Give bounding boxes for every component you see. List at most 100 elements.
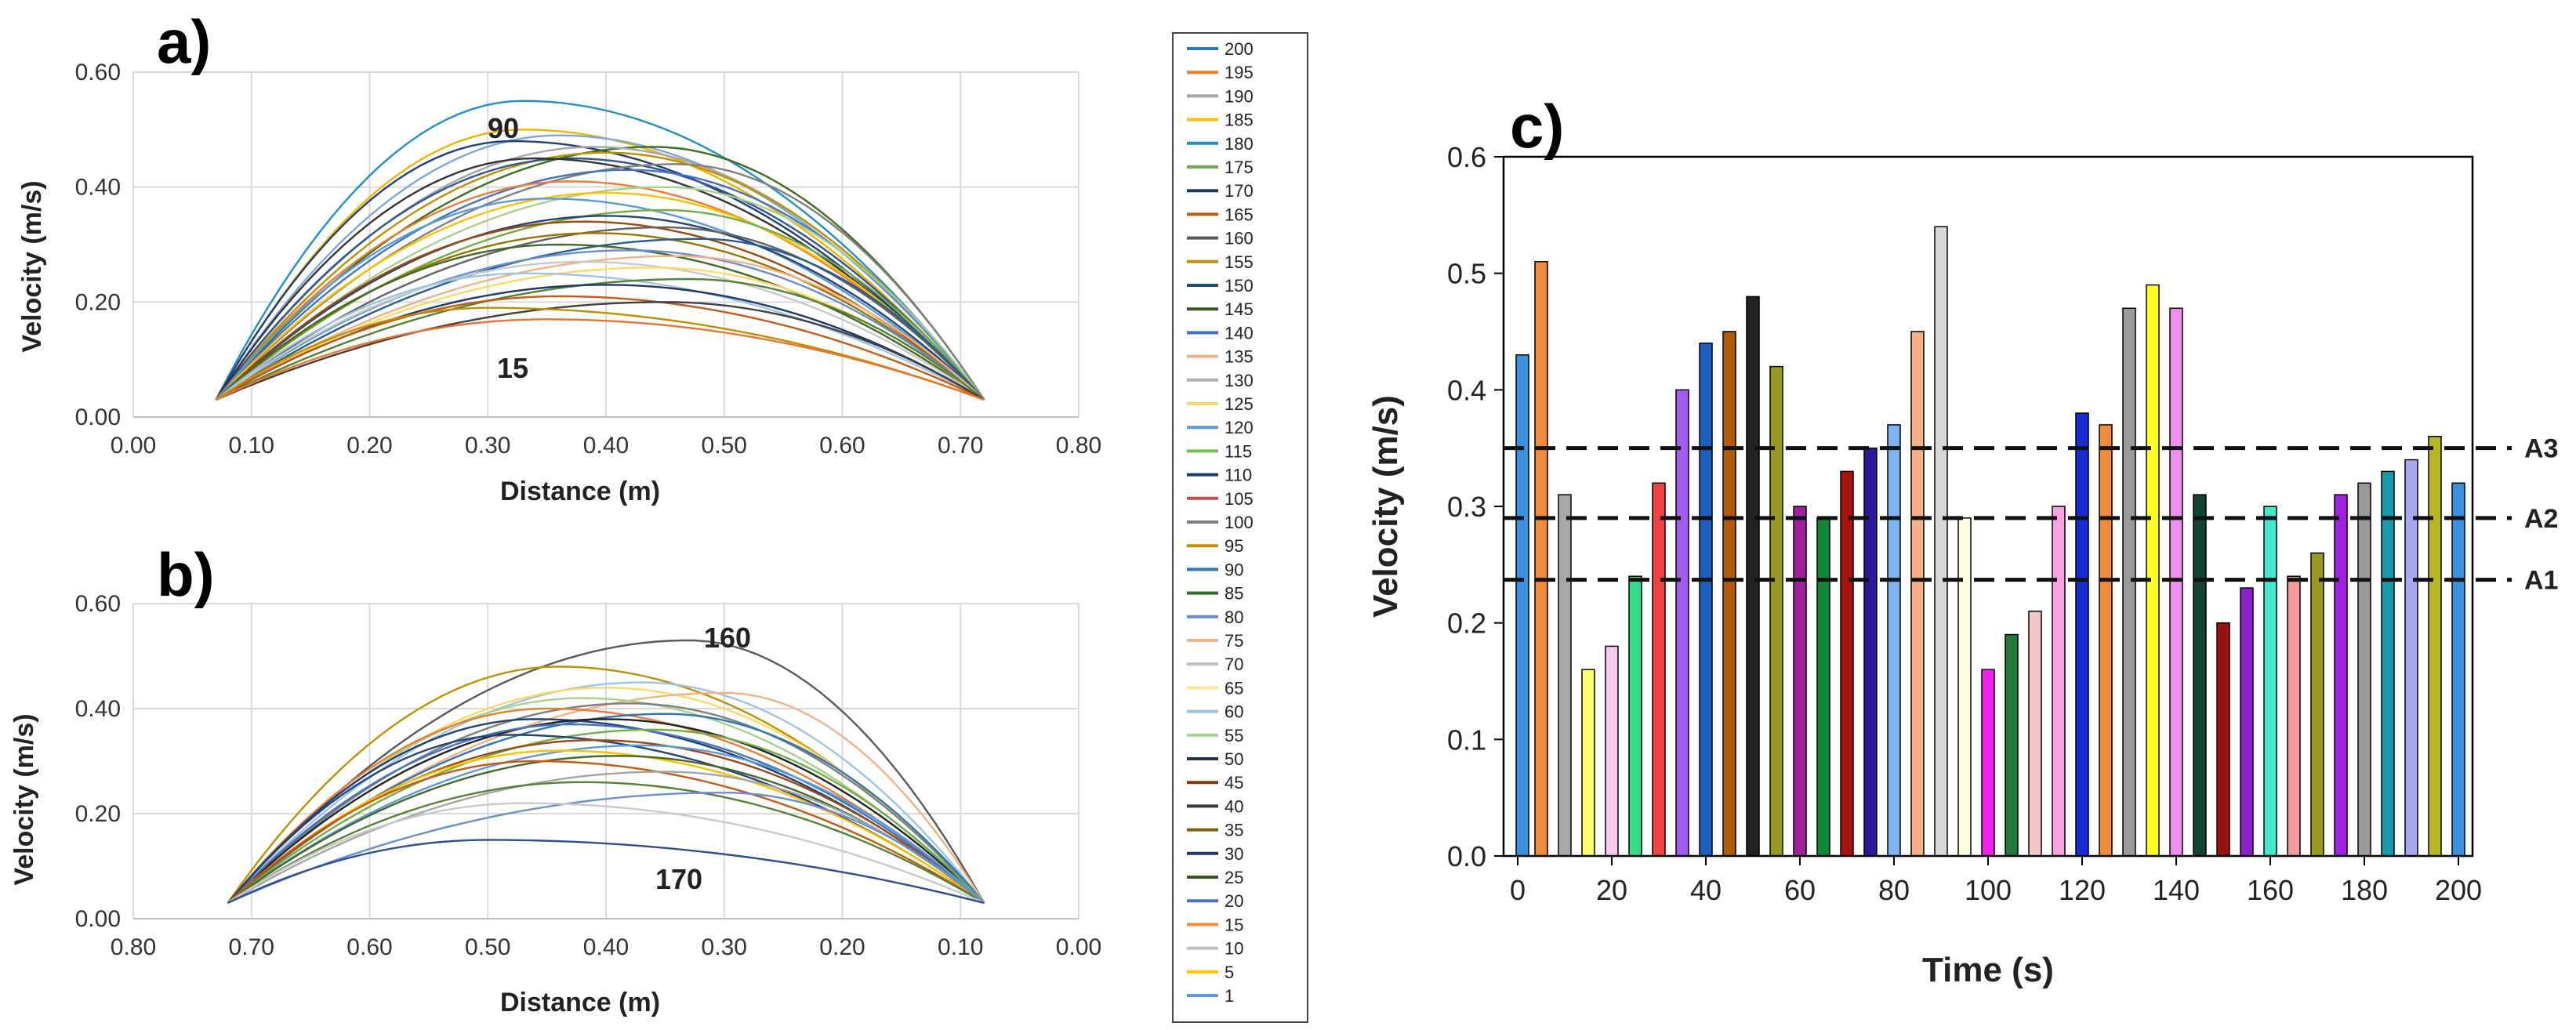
legend-label-170: 170: [1225, 181, 1254, 201]
panel-c-bars: [1515, 226, 2465, 857]
legend-label-1: 1: [1225, 986, 1234, 1006]
panel-a-x-tick-label: 0.70: [938, 433, 983, 459]
panel-a-series-line-140: [215, 277, 985, 401]
legend-label-150: 150: [1225, 276, 1254, 296]
panel-b-x-axis-title: Distance (m): [500, 988, 660, 1017]
panel-c-bar-20: [1605, 645, 1619, 857]
panel-c-bar-195: [2428, 436, 2442, 857]
legend-label-85: 85: [1225, 584, 1243, 604]
legend-label-95: 95: [1225, 536, 1243, 556]
panel-b-series-line-100: [227, 771, 985, 904]
legend-label-175: 175: [1225, 158, 1254, 177]
panel-a-x-tick-label: 0.10: [229, 433, 274, 459]
panel-b-series-line-120: [227, 744, 985, 904]
panel-c-x-tick-label: 100: [1965, 874, 2012, 906]
panel-c-bar-135: [2146, 284, 2160, 857]
panel-b-gridlines: [132, 603, 1079, 919]
panel-a-series-line-150: [215, 295, 985, 401]
panel-b-series-line-135: [227, 728, 985, 904]
legend-label-30: 30: [1225, 844, 1243, 864]
panel-a-y-tick-label: 0.00: [75, 404, 121, 430]
panel-a-x-tick-label: 0.50: [702, 433, 747, 459]
legend-label-100: 100: [1225, 513, 1254, 532]
panel-c-bar-65: [1816, 517, 1830, 857]
panel-c-bar-200: [2451, 482, 2465, 857]
panel-c-ref-label-A3: A3: [2524, 434, 2558, 464]
panel-c-bar-185: [2381, 470, 2395, 857]
panel-a-series-line-155: [216, 301, 985, 401]
panel-b-x-tick-label: 0.00: [1056, 934, 1101, 960]
panel-a-series-line-110: [215, 243, 985, 401]
panel-a-line-chart: 0.00 0.10 0.20 0.30 0.40 0.50 0.60 0.70 0.80 0.0…: [17, 7, 1101, 506]
panel-c-y-tick-label: 0.3: [1447, 491, 1486, 523]
panel-b-label: b): [157, 540, 215, 609]
panel-a-series-line-15: [215, 318, 985, 401]
legend-label-160: 160: [1225, 229, 1254, 248]
legend-label-165: 165: [1225, 205, 1254, 224]
panel-b-series-line-195: [227, 707, 985, 904]
legend-label-120: 120: [1225, 418, 1254, 437]
panel-b-x-tick-labels: 0.80 0.70 0.60 0.50 0.40 0.30 0.20 0.10 0.00: [111, 934, 1101, 960]
panel-c-bar-85: [1910, 331, 1925, 857]
legend-label-190: 190: [1225, 86, 1254, 106]
panel-c-x-tick-label: 20: [1596, 874, 1627, 906]
legend-label-75: 75: [1225, 631, 1243, 651]
panel-b-series-line-165: [227, 681, 985, 904]
panel-c-bar-170: [2310, 552, 2324, 857]
panel-c-ref-label-A1: A1: [2524, 566, 2558, 596]
panel-a-y-axis-title: Velocity (m/s): [17, 180, 47, 352]
legend-label-20: 20: [1225, 891, 1243, 911]
panel-a-series-line-120: [215, 255, 985, 401]
panel-a-series-line-30: [215, 186, 985, 401]
panel-a-x-tick-label: 0.30: [465, 433, 510, 459]
panel-c-bar-150: [2216, 622, 2230, 857]
panel-b-series-line-105: [227, 760, 985, 904]
legend-label-50: 50: [1225, 749, 1243, 769]
panel-b-series-line-95: [227, 781, 985, 904]
legend-label-140: 140: [1225, 323, 1254, 343]
panel-b-line-chart: 0.80 0.70 0.60 0.50 0.40 0.30 0.20 0.10 0.00 0.0…: [9, 540, 1101, 1017]
panel-c-label: c): [1510, 92, 1564, 161]
legend-label-45: 45: [1225, 773, 1243, 792]
panel-c-y-tick-label: 0.5: [1447, 258, 1486, 290]
panel-b-y-tick-label: 0.40: [75, 696, 121, 722]
panel-a-series-line-1: [215, 220, 985, 401]
panel-b-x-tick-label: 0.30: [702, 934, 747, 960]
panel-c-bar-10: [1558, 494, 1572, 857]
legend: 2001951901851801751701651601551501451401…: [1172, 32, 1308, 1023]
legend-items: 2001951901851801751701651601551501451401…: [1187, 39, 1254, 1006]
panel-c-x-tick-label: 120: [2059, 874, 2106, 906]
panel-c-bar-175: [2334, 494, 2348, 857]
panel-c-y-ticks: 0.0 0.1 0.2 0.3 0.4 0.5 0.6: [1447, 141, 1504, 872]
panel-c-bar-1: [1515, 354, 1529, 857]
panel-c-bar-45: [1722, 331, 1736, 857]
panel-c-bar-160: [2263, 506, 2277, 857]
panel-c-bar-180: [2357, 482, 2371, 857]
panel-c-bar-50: [1746, 296, 1760, 857]
legend-label-90: 90: [1225, 560, 1243, 579]
legend-label-130: 130: [1225, 371, 1254, 390]
legend-label-180: 180: [1225, 134, 1254, 154]
panel-a-series-line-5: [215, 215, 985, 401]
panel-b-y-tick-label: 0.60: [75, 591, 121, 617]
panel-c-y-tick-label: 0.0: [1447, 840, 1486, 872]
panel-c-bar-110: [2028, 611, 2042, 857]
panel-a-x-tick-label: 0.80: [1056, 433, 1101, 459]
legend-label-110: 110: [1225, 466, 1252, 485]
legend-label-55: 55: [1225, 726, 1243, 745]
legend-label-10: 10: [1225, 939, 1243, 959]
panel-b-annotation-170: 170: [655, 863, 702, 895]
panel-c-x-tick-label: 0: [1510, 874, 1526, 906]
panel-b-x-tick-label: 0.80: [111, 934, 156, 960]
panel-c-bar-70: [1840, 470, 1854, 857]
panel-c-bar-90: [1934, 226, 1948, 857]
panel-b-series-line-85: [227, 802, 985, 905]
panel-a-series-line-125: [215, 260, 985, 401]
panel-c-bar-115: [2052, 506, 2066, 857]
panel-a-series-line-55: [215, 157, 985, 401]
panel-c-x-tick-label: 200: [2435, 874, 2482, 906]
panel-c-y-tick-label: 0.4: [1447, 374, 1486, 406]
panel-a-series-line-20: [215, 198, 985, 401]
panel-c-bar-5: [1534, 261, 1548, 857]
